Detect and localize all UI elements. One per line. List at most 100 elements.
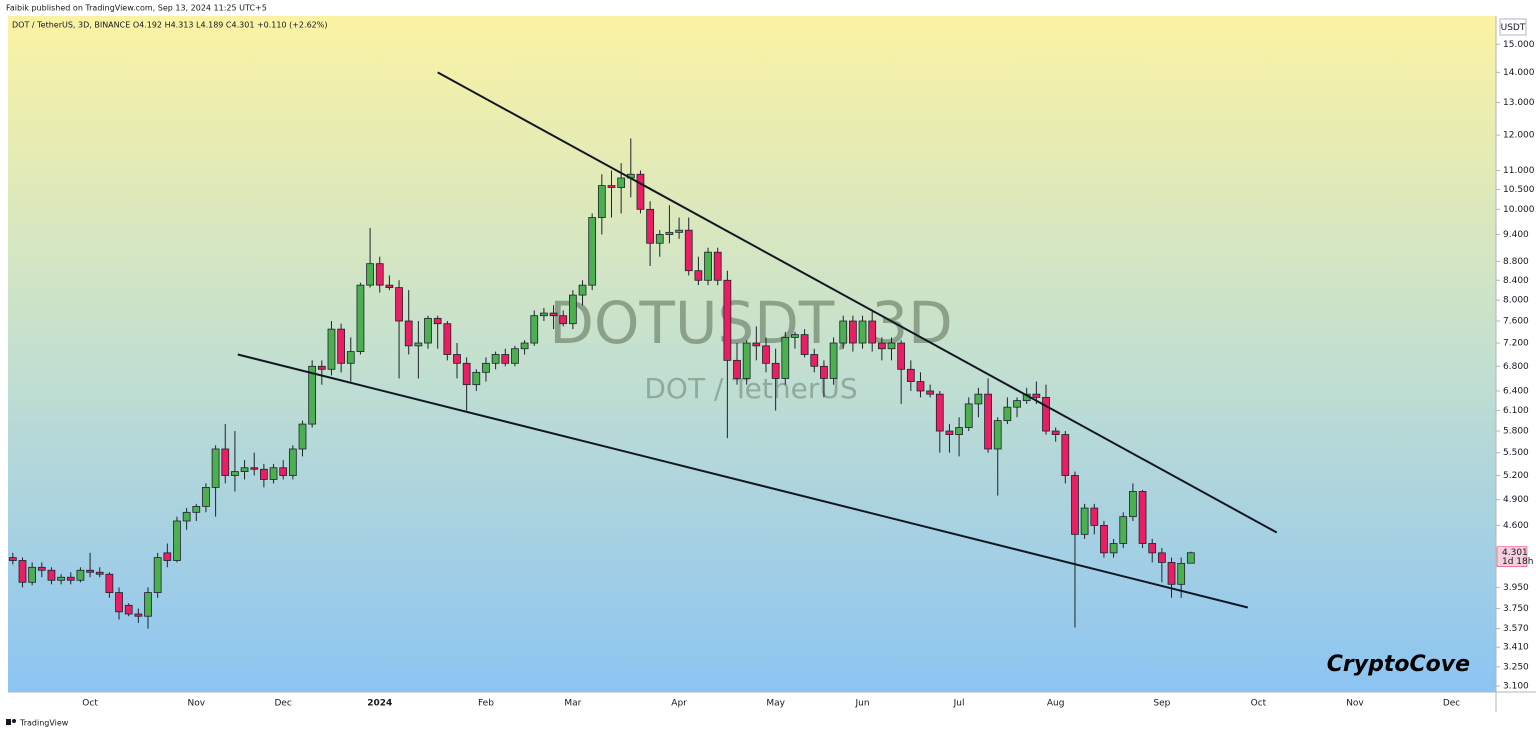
signature: CryptoCove (1327, 652, 1470, 677)
candle-body (636, 173, 645, 210)
y-tick-label: 3.950 (1503, 583, 1529, 593)
candle-body (1042, 396, 1050, 432)
x-tick-label: Jun (855, 699, 870, 709)
y-tick-label: 3.570 (1503, 624, 1529, 634)
x-tick-label: Nov (1346, 699, 1364, 709)
y-tick-label: 14.000 (1503, 68, 1535, 78)
plot-background (8, 16, 1496, 692)
candle-body (482, 362, 490, 373)
y-tick-label: 4.600 (1503, 521, 1529, 531)
candle-body (742, 342, 751, 379)
candle-body (771, 362, 780, 379)
candle-body (964, 403, 973, 428)
tradingview-logo: TradingView (6, 719, 69, 728)
last-price-label: 4.301 (1502, 548, 1528, 558)
candle-body (395, 287, 403, 322)
footer-brand: TradingView (19, 719, 69, 728)
x-tick-label: Jul (953, 699, 965, 709)
y-tick-label: 6.800 (1503, 362, 1529, 372)
x-tick-label: 2024 (367, 699, 392, 709)
candle-body (279, 467, 288, 476)
candle-body (327, 328, 336, 370)
candle-body (704, 251, 712, 281)
y-tick-label: 5.200 (1503, 471, 1529, 481)
candle-body (414, 342, 423, 347)
candle-body (984, 393, 992, 450)
candle-body (858, 320, 867, 344)
candle-body (375, 263, 384, 286)
candle-body (935, 393, 944, 432)
candle-body (597, 185, 606, 218)
candle-body (646, 208, 654, 244)
candle-body (1003, 406, 1012, 422)
y-tick-label: 6.400 (1503, 386, 1529, 396)
y-tick-label: 9.400 (1503, 230, 1529, 240)
candle-body (993, 420, 1002, 450)
y-tick-label: 12.000 (1503, 131, 1535, 141)
candle-body (762, 345, 770, 364)
symbol-legend: DOT / TetherUS, 3D, BINANCE O4.192 H4.31… (12, 21, 327, 30)
x-tick-label: Oct (82, 699, 98, 709)
candle-body (1129, 491, 1137, 518)
candle-body (820, 365, 828, 379)
candle-body (916, 381, 925, 392)
candle-body (346, 351, 355, 364)
candle-body (897, 342, 906, 370)
candle-body (433, 317, 442, 325)
candle-body (791, 334, 799, 338)
candle-body (1109, 543, 1118, 554)
candle-body (955, 427, 963, 435)
x-tick-label: Apr (671, 699, 687, 709)
y-tick-label: 15.000 (1503, 40, 1535, 50)
y-tick-label: 3.100 (1503, 682, 1529, 692)
candle-body (945, 430, 954, 435)
candle-body (810, 354, 819, 367)
candle-body (1186, 552, 1195, 564)
x-tick-label: Aug (1047, 699, 1065, 709)
candle-body (18, 560, 27, 583)
candle-body (153, 557, 162, 593)
candle-body (192, 505, 201, 513)
x-tick-label: Oct (1251, 699, 1267, 709)
y-tick-label: 8.000 (1503, 296, 1529, 306)
candle-body (124, 604, 133, 615)
candle-body (1167, 562, 1176, 585)
x-tick-label: Nov (187, 699, 205, 709)
candle-body (308, 365, 317, 425)
candle-body (733, 359, 741, 379)
candle-body (211, 448, 220, 488)
y-tick-label: 7.200 (1503, 339, 1529, 349)
candle-body (530, 315, 539, 344)
candle-body (839, 320, 848, 344)
x-tick-label: Dec (274, 699, 291, 709)
trend-line (437, 71, 1278, 534)
candle-body (1071, 475, 1079, 535)
candle-body (173, 520, 181, 561)
candle-body (8, 557, 17, 561)
trend-line (237, 353, 1249, 609)
candle-body (66, 576, 75, 581)
y-tick-label: 11.000 (1503, 166, 1535, 176)
candle-body (76, 569, 85, 581)
candle-body (752, 342, 761, 347)
candle-body (1100, 524, 1108, 554)
y-tick-label: 8.400 (1503, 276, 1529, 286)
candle-body (260, 468, 268, 480)
candle-body (588, 217, 597, 286)
candle-body (520, 342, 529, 350)
candle-body (1061, 434, 1070, 476)
candle-body (723, 279, 732, 361)
candle-body (694, 270, 703, 281)
countdown-label: 1d 18h (1502, 557, 1533, 567)
candle-body (163, 552, 172, 561)
candle-body (713, 251, 722, 281)
candle-body (37, 566, 46, 571)
candle-body (849, 320, 857, 344)
candle-body (134, 613, 143, 617)
candle-body (298, 423, 307, 450)
y-tick-label: 5.500 (1503, 448, 1529, 458)
candle-body (95, 571, 104, 575)
publisher-note: Faibik published on TradingView.com, Sep… (6, 4, 267, 13)
x-tick-label: Mar (564, 699, 581, 709)
